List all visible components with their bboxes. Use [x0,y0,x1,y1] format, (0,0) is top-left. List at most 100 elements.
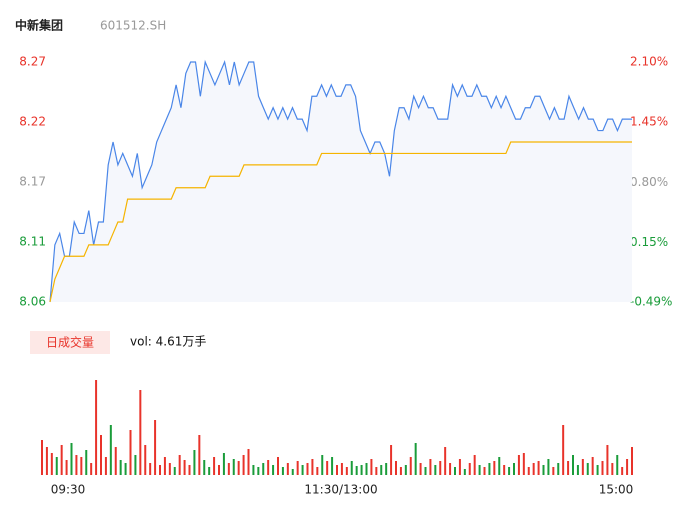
volume-bar [429,459,432,475]
volume-bar [50,453,53,475]
volume-bar [222,453,225,475]
volume-bar [183,460,186,475]
volume-bar [336,465,338,475]
volume-bar [385,463,388,475]
volume-bar [281,467,284,475]
y-tick-label: 8.17 [19,175,46,189]
volume-bar [80,457,83,475]
volume-label: 日成交量 [46,335,94,350]
volume-bar [365,463,368,475]
volume-bar [631,447,633,475]
volume-bar [380,465,383,475]
volume-bar [537,461,540,475]
volume-bar [198,435,201,475]
volume-bar [203,460,206,475]
price-area [50,62,632,302]
y2-tick-label: 0.80% [630,175,668,189]
volume-bar [168,463,171,475]
volume-bar [124,463,127,475]
volume-bar [139,390,142,475]
volume-bar [119,460,122,475]
volume-bar [306,463,309,475]
volume-bar [503,465,506,475]
volume-bar [321,455,324,475]
y2-tick-label: 0.15% [630,235,668,249]
volume-bar [45,447,48,475]
volume-bar [478,465,481,475]
volume-bar [562,425,565,475]
y-tick-label: 8.06 [19,295,46,309]
volume-bar [286,463,289,475]
volume-bar [596,465,599,475]
volume-bar [572,455,574,475]
volume-bar [557,463,560,475]
volume-bar [532,463,535,475]
volume-bar [360,465,363,475]
volume-bar [473,455,476,475]
y-tick-label: 8.11 [19,235,46,249]
volume-bar [65,460,68,475]
volume-bar [547,459,550,475]
volume-bar [296,461,299,475]
volume-bar [262,463,265,475]
volume-bar [527,467,530,475]
volume-bar [227,463,230,475]
volume-bar [41,440,43,475]
volume-bar [144,445,147,475]
volume-bar [208,467,211,475]
volume-bar [458,459,461,475]
volume-bar [100,435,102,475]
x-tick-label: 11:30/13:00 [304,483,377,497]
volume-annotation: vol: 4.61万手 [130,335,206,349]
volume-bar [60,445,63,475]
volume-bar [611,463,614,475]
y2-tick-label: 2.10% [630,55,668,69]
volume-bar [586,463,589,475]
volume-bar [395,461,397,475]
volume-bar [375,467,378,475]
volume-bar [149,463,152,475]
chart-title: 中新集团 [15,18,63,33]
volume-bar [601,461,604,475]
volume-bar [552,467,555,475]
volume-label-box [30,331,110,354]
volume-bar [90,463,93,475]
volume-bar [134,455,137,475]
volume-bar [85,450,88,475]
volume-bar [350,461,353,475]
volume-bar [468,463,471,475]
volume-bar [439,461,442,475]
volume-bar [242,455,245,475]
y2-tick-label: -0.49% [630,295,672,309]
x-tick-label: 15:00 [599,483,634,497]
volume-bar [390,445,393,475]
volume-bar [114,447,117,475]
volume-bar [370,459,373,475]
volume-bar [257,467,260,475]
volume-bar [316,467,319,475]
y2-tick-label: 1.45% [630,115,668,129]
volume-bar [291,469,294,475]
y-tick-label: 8.22 [19,115,46,129]
volume-bar [488,463,491,475]
volume-bar [606,445,609,475]
volume-bar [129,430,132,475]
volume-bar [463,469,466,475]
volume-bar [567,461,570,475]
volume-bar [331,457,334,475]
volume-bar [213,457,216,475]
volume-bar [626,459,629,475]
volume-bar [70,443,73,475]
volume-bar [95,380,98,475]
volume-bar [444,447,447,475]
y-tick-label: 8.27 [19,55,46,69]
volume-bar [508,467,511,475]
volume-bar [581,459,584,475]
volume-bar [419,463,422,475]
volume-bar [178,455,181,475]
volume-bar [498,457,501,475]
volume-bar [621,467,624,475]
volume-bar [272,465,275,475]
volume-bar [340,463,343,475]
